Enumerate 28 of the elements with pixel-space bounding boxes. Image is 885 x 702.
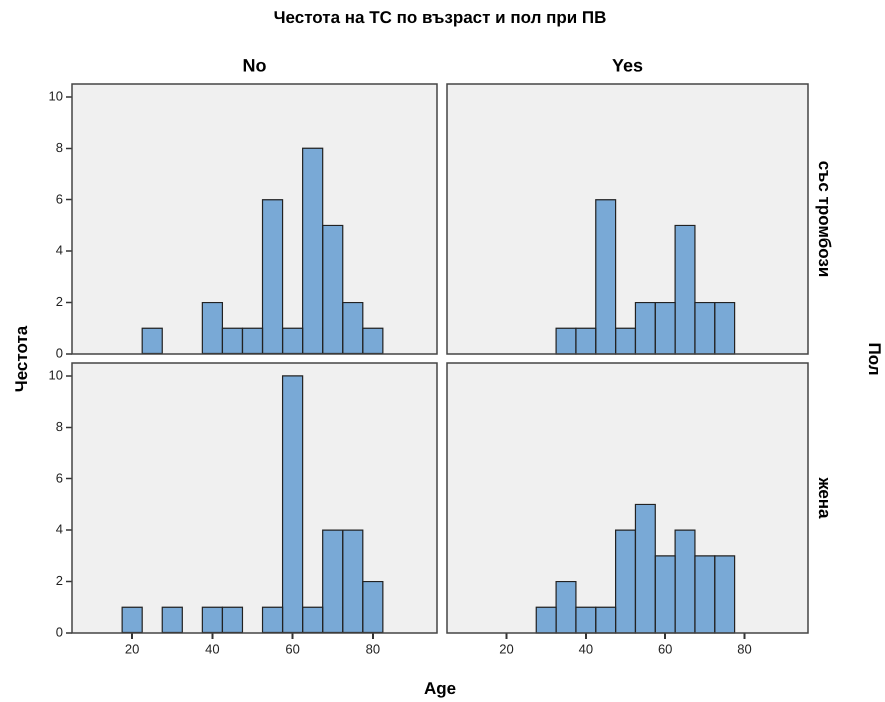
y-tick-label: 0 <box>56 624 63 640</box>
x-tick-label: 20 <box>124 641 140 656</box>
chart-title: No <box>242 56 266 76</box>
y2-axis-title: жена <box>814 477 834 519</box>
x-tick-label: 40 <box>578 641 594 656</box>
y-tick-label: 4 <box>56 242 63 258</box>
x-tick-label: 60 <box>658 641 672 656</box>
text: Пол <box>864 342 884 375</box>
y-tick-label: 6 <box>56 191 63 206</box>
y2-axis-title: със тромбози <box>814 160 834 278</box>
x-tick-label: 60 <box>285 641 300 656</box>
y-axis-title: Честота <box>12 325 32 392</box>
x-tick-label: 20 <box>499 641 514 656</box>
x-tick-label: 40 <box>205 641 220 656</box>
y-tick-label: 4 <box>56 522 63 537</box>
y-tick-label: 10 <box>48 367 63 382</box>
x-axis-title: Age <box>424 679 456 699</box>
text: Честота на ТС по възраст и пол при ПВ <box>274 8 606 28</box>
y-tick-label: 8 <box>56 140 63 155</box>
y-tick-label: 8 <box>56 418 63 434</box>
y-tick-label: 10 <box>48 88 63 104</box>
y-tick-label: 6 <box>56 470 63 486</box>
x-tick-label: 80 <box>737 641 752 656</box>
y-tick-label: 2 <box>56 573 63 588</box>
chart-title: Yes <box>612 56 644 76</box>
y-tick-label: 0 <box>56 346 63 361</box>
x-tick-label: 80 <box>366 641 380 656</box>
y-tick-label: 2 <box>56 294 63 310</box>
